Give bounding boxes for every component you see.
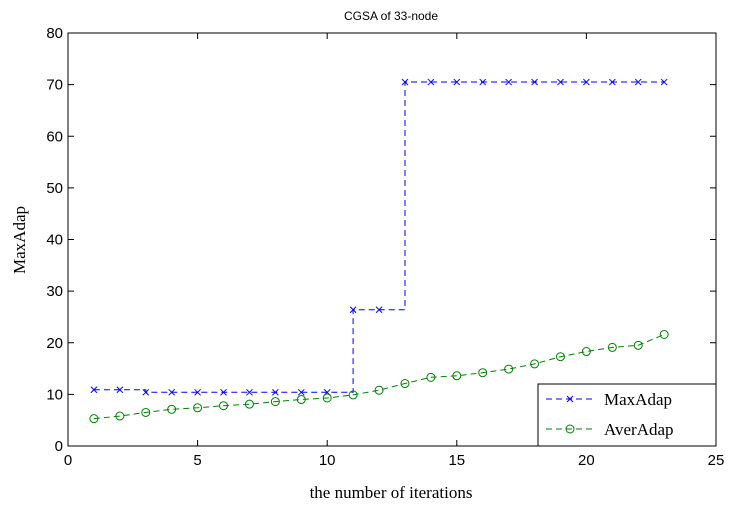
plot-area: 0 5 10 15 20 25 0 10 20 30 40 50 60 70 80	[46, 25, 724, 469]
y-tick-label: 60	[46, 128, 63, 145]
marker-stroke	[479, 78, 487, 86]
marker-stroke	[401, 78, 409, 86]
marker-stroke	[557, 78, 564, 86]
x-tick-label: 15	[448, 452, 465, 469]
data-point-maxadap	[660, 78, 668, 86]
legend: MaxAdap AverAdap	[537, 383, 717, 447]
data-point-maxadap	[608, 78, 616, 86]
data-point-averadap	[633, 340, 643, 350]
marker-stroke	[349, 306, 357, 314]
data-point-averadap	[115, 411, 125, 421]
marker-stroke	[660, 78, 668, 86]
legend-box	[537, 383, 717, 447]
legend-marker-averadap	[565, 424, 575, 434]
data-point-maxadap	[505, 78, 512, 86]
x-tick-label: 0	[64, 452, 72, 469]
y-tick-label: 10	[46, 386, 63, 403]
data-point-averadap	[607, 342, 617, 352]
legend-label-averadap: AverAdap	[604, 420, 674, 439]
data-point-maxadap	[375, 306, 383, 314]
marker-stroke	[246, 388, 253, 396]
y-tick-label: 40	[46, 232, 63, 249]
data-point-averadap	[478, 368, 488, 378]
y-tick-label: 70	[46, 77, 63, 94]
data-point-maxadap	[479, 78, 487, 86]
marker-stroke	[375, 306, 383, 314]
marker-stroke	[90, 386, 98, 394]
data-point-maxadap	[272, 388, 279, 396]
data-point-maxadap	[453, 78, 461, 86]
marker-stroke	[634, 78, 642, 86]
data-point-averadap	[270, 397, 280, 407]
marker-stroke	[531, 78, 538, 86]
y-tick-label: 80	[46, 25, 63, 42]
data-point-maxadap	[531, 78, 538, 86]
data-point-averadap	[348, 390, 358, 400]
x-tick-label: 25	[708, 452, 725, 469]
marker-stroke	[220, 388, 227, 396]
data-point-maxadap	[168, 388, 176, 396]
marker-stroke	[194, 388, 201, 396]
data-point-averadap	[219, 401, 229, 411]
data-point-averadap	[322, 393, 332, 403]
data-point-maxadap	[246, 388, 253, 396]
y-tick-label: 50	[46, 180, 63, 197]
marker-stroke	[608, 78, 616, 86]
data-point-maxadap	[116, 386, 124, 394]
data-point-averadap	[555, 352, 565, 362]
x-axis-label: the number of iterations	[310, 483, 473, 502]
data-point-averadap	[452, 371, 462, 381]
marker-stroke	[566, 395, 574, 403]
y-tick-label: 30	[46, 283, 63, 300]
axes-frame	[67, 32, 717, 447]
data-point-maxadap	[297, 388, 305, 396]
data-point-averadap	[244, 399, 254, 409]
series-line-maxadap	[93, 81, 665, 393]
data-point-maxadap	[583, 78, 590, 86]
data-point-maxadap	[427, 78, 435, 86]
data-point-averadap	[193, 403, 203, 413]
x-tick-label: 20	[578, 452, 595, 469]
data-point-averadap	[89, 414, 99, 424]
data-point-averadap	[581, 347, 591, 357]
data-point-averadap	[659, 329, 669, 339]
marker-stroke	[583, 78, 590, 86]
data-point-averadap	[167, 404, 177, 414]
data-point-maxadap	[142, 388, 150, 396]
data-point-averadap	[141, 407, 151, 417]
y-tick-label: 0	[55, 438, 63, 455]
marker-stroke	[142, 388, 150, 396]
data-point-maxadap	[349, 306, 357, 314]
marker-stroke	[453, 78, 461, 86]
data-point-averadap	[374, 385, 384, 395]
data-point-averadap	[400, 379, 410, 389]
data-point-maxadap	[90, 386, 98, 394]
data-point-averadap	[426, 372, 436, 382]
data-point-averadap	[504, 364, 514, 374]
marker-stroke	[427, 78, 435, 86]
marker-stroke	[297, 388, 305, 396]
data-point-maxadap	[220, 388, 227, 396]
marker-stroke	[505, 78, 512, 86]
data-point-averadap	[530, 359, 540, 369]
chart-title: CGSA of 33-node	[344, 9, 438, 23]
y-axis-label: MaxAdap	[10, 206, 29, 274]
data-point-maxadap	[634, 78, 642, 86]
y-tick-label: 20	[46, 335, 63, 352]
x-tick-label: 5	[193, 452, 201, 469]
legend-marker-maxadap	[566, 395, 574, 403]
data-point-maxadap	[194, 388, 201, 396]
series-line-averadap	[93, 334, 665, 420]
marker-stroke	[272, 388, 279, 396]
data-point-averadap	[296, 395, 306, 405]
legend-label-maxadap: MaxAdap	[604, 390, 672, 409]
marker-stroke	[168, 388, 176, 396]
marker-stroke	[116, 386, 124, 394]
x-tick-label: 10	[319, 452, 336, 469]
data-point-maxadap	[401, 78, 409, 86]
data-point-maxadap	[557, 78, 564, 86]
